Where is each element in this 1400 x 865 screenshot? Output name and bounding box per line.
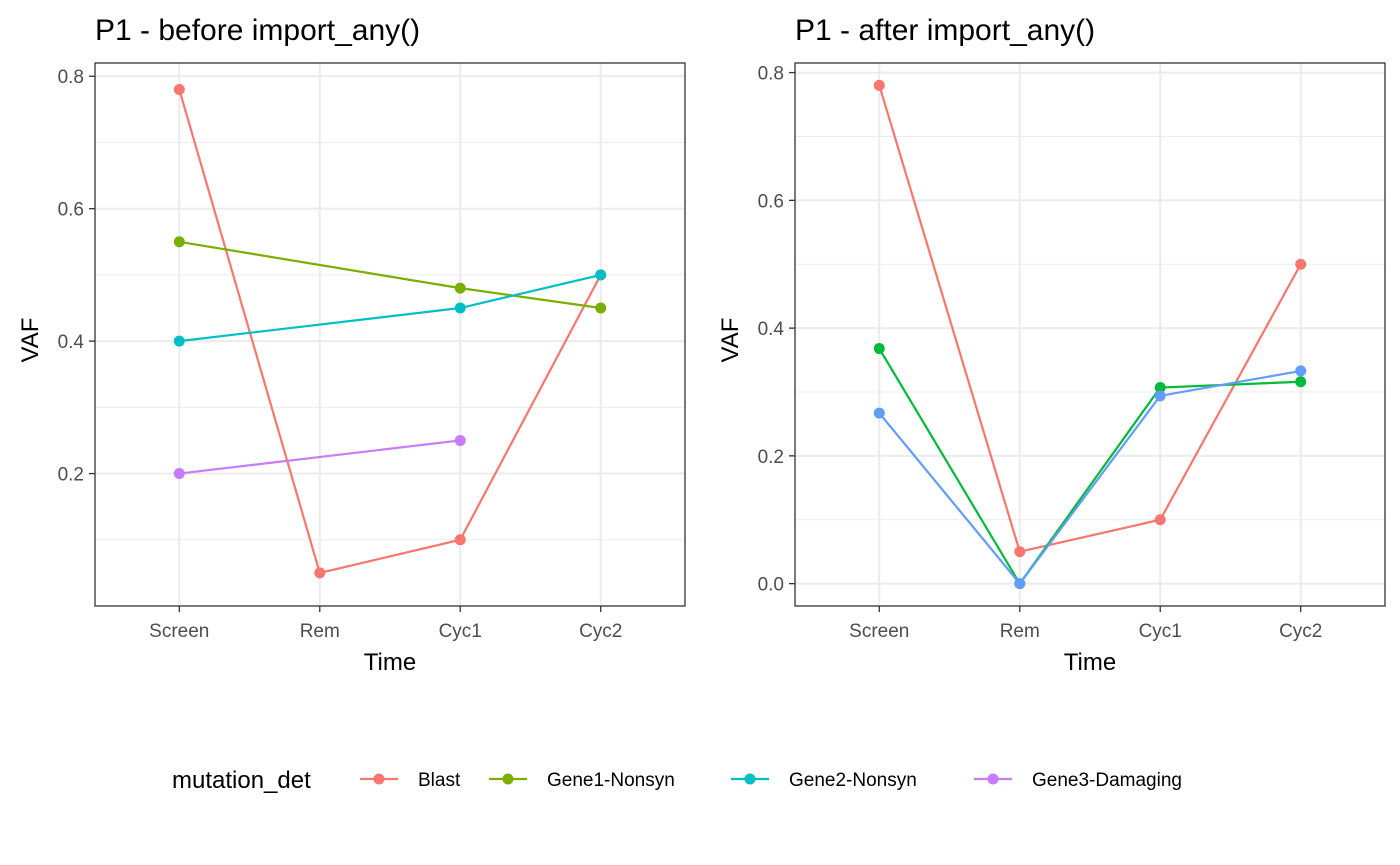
panel-after-x-tick-label-cyc1: Cyc1 bbox=[1139, 621, 1182, 642]
panel-after-y-tick-label: 0.6 bbox=[758, 191, 784, 212]
panel-before-x-tick-label-screen: Screen bbox=[149, 621, 209, 642]
panel-after-point-series-2-cyc2 bbox=[1295, 376, 1307, 388]
panel-after: P1 - after import_any() 0.0 0.2 0.4 0.6 0.8 S… bbox=[717, 14, 1386, 676]
panel-before-x-tick-label-cyc2: Cyc2 bbox=[579, 621, 622, 642]
legend-key-point-blast bbox=[373, 773, 385, 785]
panel-after-point-series-1-screen bbox=[873, 79, 885, 91]
panel-before-y-tick-label: 0.8 bbox=[58, 67, 84, 88]
panel-after-point-series-3-screen bbox=[873, 407, 885, 419]
panel-after-point-series-2-screen bbox=[873, 343, 885, 355]
panel-after-line-series-1 bbox=[878, 85, 1302, 554]
panel-before-plot-background bbox=[95, 63, 685, 606]
panel-after-y-tick-label: 0.4 bbox=[758, 319, 785, 340]
legend-keys bbox=[360, 773, 1012, 785]
panel-after-x-tick-label-rem: Rem bbox=[1000, 621, 1040, 642]
panel-before-line-blast bbox=[178, 89, 602, 575]
panel-before-point-blast-rem bbox=[314, 567, 326, 579]
panel-before-point-gene1-nonsyn-screen bbox=[173, 236, 185, 248]
panel-before-point-gene2-nonsyn-screen bbox=[173, 335, 185, 347]
panel-after-plot: 0.0 0.2 0.4 0.6 0.8 Screen Rem Cyc1 Cyc2 bbox=[758, 62, 1386, 642]
panel-before-y-tick-label: 0.6 bbox=[58, 200, 84, 221]
panel-before-point-gene2-nonsyn-cyc2 bbox=[595, 269, 607, 281]
legend-label-gene3-damaging: Gene3-Damaging bbox=[1032, 770, 1182, 791]
panel-before-point-blast-cyc1 bbox=[454, 534, 466, 546]
panel-after-panel-border bbox=[794, 62, 1386, 607]
panel-after-point-series-1-cyc2 bbox=[1295, 258, 1307, 270]
legend-key-point-gene3-damaging bbox=[987, 773, 999, 785]
panel-after-y-tick-label: 0.0 bbox=[758, 575, 784, 596]
panel-before-y-tick-label: 0.4 bbox=[58, 332, 85, 353]
panel-after-x-tick-label-screen: Screen bbox=[849, 621, 909, 642]
panel-after-x-axis-title: Time bbox=[1064, 649, 1116, 676]
panel-after-plot-background bbox=[795, 63, 1385, 606]
legend-key-point-gene1-nonsyn bbox=[502, 773, 514, 785]
panel-before-y-tick-label: 0.2 bbox=[58, 465, 84, 486]
panel-after-point-series-2-cyc1 bbox=[1154, 382, 1166, 394]
panel-after-y-tick-label: 0.2 bbox=[758, 447, 784, 468]
panel-before-panel-border bbox=[94, 62, 686, 607]
legend-title: mutation_det bbox=[172, 767, 311, 794]
panel-after-title: P1 - after import_any() bbox=[795, 14, 1095, 47]
legend-key-point-gene2-nonsyn bbox=[744, 773, 756, 785]
panel-after-y-axis-title: VAF bbox=[717, 318, 744, 363]
panel-after-point-series-3-cyc2 bbox=[1295, 365, 1307, 377]
panel-after-x-tick-label-cyc2: Cyc2 bbox=[1279, 621, 1322, 642]
panel-before-x-tick-label-rem: Rem bbox=[300, 621, 340, 642]
panel-before: P1 - before import_any() 0.2 0.4 0.6 0.8 Scr… bbox=[17, 14, 686, 676]
panel-before-point-gene2-nonsyn-cyc1 bbox=[454, 302, 466, 314]
legend: mutation_det Blast Gene1-Nonsyn Gene2-No… bbox=[172, 767, 1182, 794]
panel-before-point-gene1-nonsyn-cyc1 bbox=[454, 282, 466, 294]
panel-before-point-gene3-damaging-screen bbox=[173, 468, 185, 480]
panel-before-y-axis-title: VAF bbox=[17, 318, 44, 363]
panel-before-x-tick-label-cyc1: Cyc1 bbox=[439, 621, 482, 642]
panel-after-point-series-3-cyc1 bbox=[1154, 390, 1166, 402]
panel-before-point-gene1-nonsyn-cyc2 bbox=[595, 302, 607, 314]
panel-before-x-axis-title: Time bbox=[364, 649, 416, 676]
panel-after-y-tick-label: 0.8 bbox=[758, 64, 784, 85]
panel-after-line-series-3 bbox=[878, 369, 1301, 586]
legend-label-gene2-nonsyn: Gene2-Nonsyn bbox=[789, 770, 917, 791]
legend-label-blast: Blast bbox=[418, 770, 461, 791]
panel-after-point-series-1-cyc1 bbox=[1154, 514, 1166, 526]
panel-before-point-blast-screen bbox=[173, 83, 185, 95]
panel-before-line-gene3-damaging bbox=[179, 439, 461, 475]
panel-after-line-series-2 bbox=[878, 347, 1301, 586]
panel-after-point-series-3-rem bbox=[1014, 578, 1026, 590]
panel-after-point-series-1-rem bbox=[1014, 546, 1026, 558]
panel-before-title: P1 - before import_any() bbox=[95, 14, 420, 47]
panel-before-point-gene3-damaging-cyc1 bbox=[454, 434, 466, 446]
panel-before-plot: 0.2 0.4 0.6 0.8 Screen Rem Cyc1 Cyc2 bbox=[58, 62, 686, 642]
legend-label-gene1-nonsyn: Gene1-Nonsyn bbox=[547, 770, 675, 791]
